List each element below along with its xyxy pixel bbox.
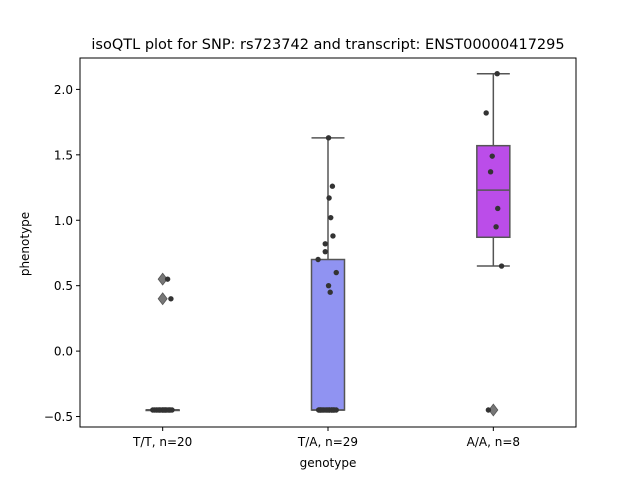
plot-area: −0.5 0.0 0.5 1.0 1.5 2.0 T/T, n=20 T/A, n=29 A/A… bbox=[44, 71, 520, 449]
data-point bbox=[329, 407, 335, 413]
data-point bbox=[485, 407, 492, 413]
box-iqr bbox=[476, 144, 511, 239]
data-point bbox=[493, 224, 499, 230]
box-group bbox=[476, 72, 511, 417]
data-point bbox=[324, 407, 330, 413]
data-point bbox=[329, 183, 336, 189]
box-iqr bbox=[310, 258, 346, 411]
x-axis-label: genotype bbox=[300, 456, 357, 470]
y-tick-label: 0.0 bbox=[54, 345, 73, 359]
data-point bbox=[164, 276, 171, 282]
axes-frame bbox=[79, 57, 577, 428]
outlier-marker bbox=[157, 272, 168, 286]
data-point bbox=[326, 195, 332, 201]
y-tick-label: 1.5 bbox=[54, 148, 73, 162]
data-point bbox=[328, 214, 334, 221]
y-tick-label: 1.0 bbox=[54, 214, 73, 228]
y-tick-label: 0.5 bbox=[54, 279, 73, 293]
y-axis-label: phenotype bbox=[18, 212, 32, 276]
data-point bbox=[318, 407, 324, 413]
data-point bbox=[156, 407, 163, 413]
outlier-marker bbox=[157, 292, 168, 306]
x-tick-label: T/T, n=20 bbox=[132, 435, 192, 449]
data-point bbox=[325, 282, 332, 289]
data-point bbox=[322, 248, 328, 255]
data-point bbox=[325, 135, 332, 141]
data-point bbox=[327, 289, 333, 295]
data-point bbox=[166, 407, 172, 413]
data-point bbox=[494, 71, 500, 77]
data-point bbox=[333, 269, 339, 276]
data-point bbox=[489, 153, 495, 159]
data-point bbox=[498, 263, 505, 269]
data-point bbox=[487, 169, 494, 175]
data-point bbox=[168, 296, 174, 302]
data-point bbox=[330, 233, 336, 239]
data-point bbox=[495, 205, 501, 212]
outlier-marker bbox=[488, 403, 499, 417]
y-tick-label: −0.5 bbox=[44, 410, 73, 424]
data-point bbox=[315, 256, 321, 263]
data-point bbox=[483, 110, 489, 116]
data-point bbox=[161, 407, 168, 413]
x-tick-label: T/A, n=29 bbox=[297, 435, 358, 449]
y-tick-label: 2.0 bbox=[54, 83, 73, 97]
x-tick-label: A/A, n=8 bbox=[467, 435, 520, 449]
data-point bbox=[322, 241, 328, 247]
chart-title: isoQTL plot for SNP: rs723742 and transc… bbox=[91, 37, 564, 53]
